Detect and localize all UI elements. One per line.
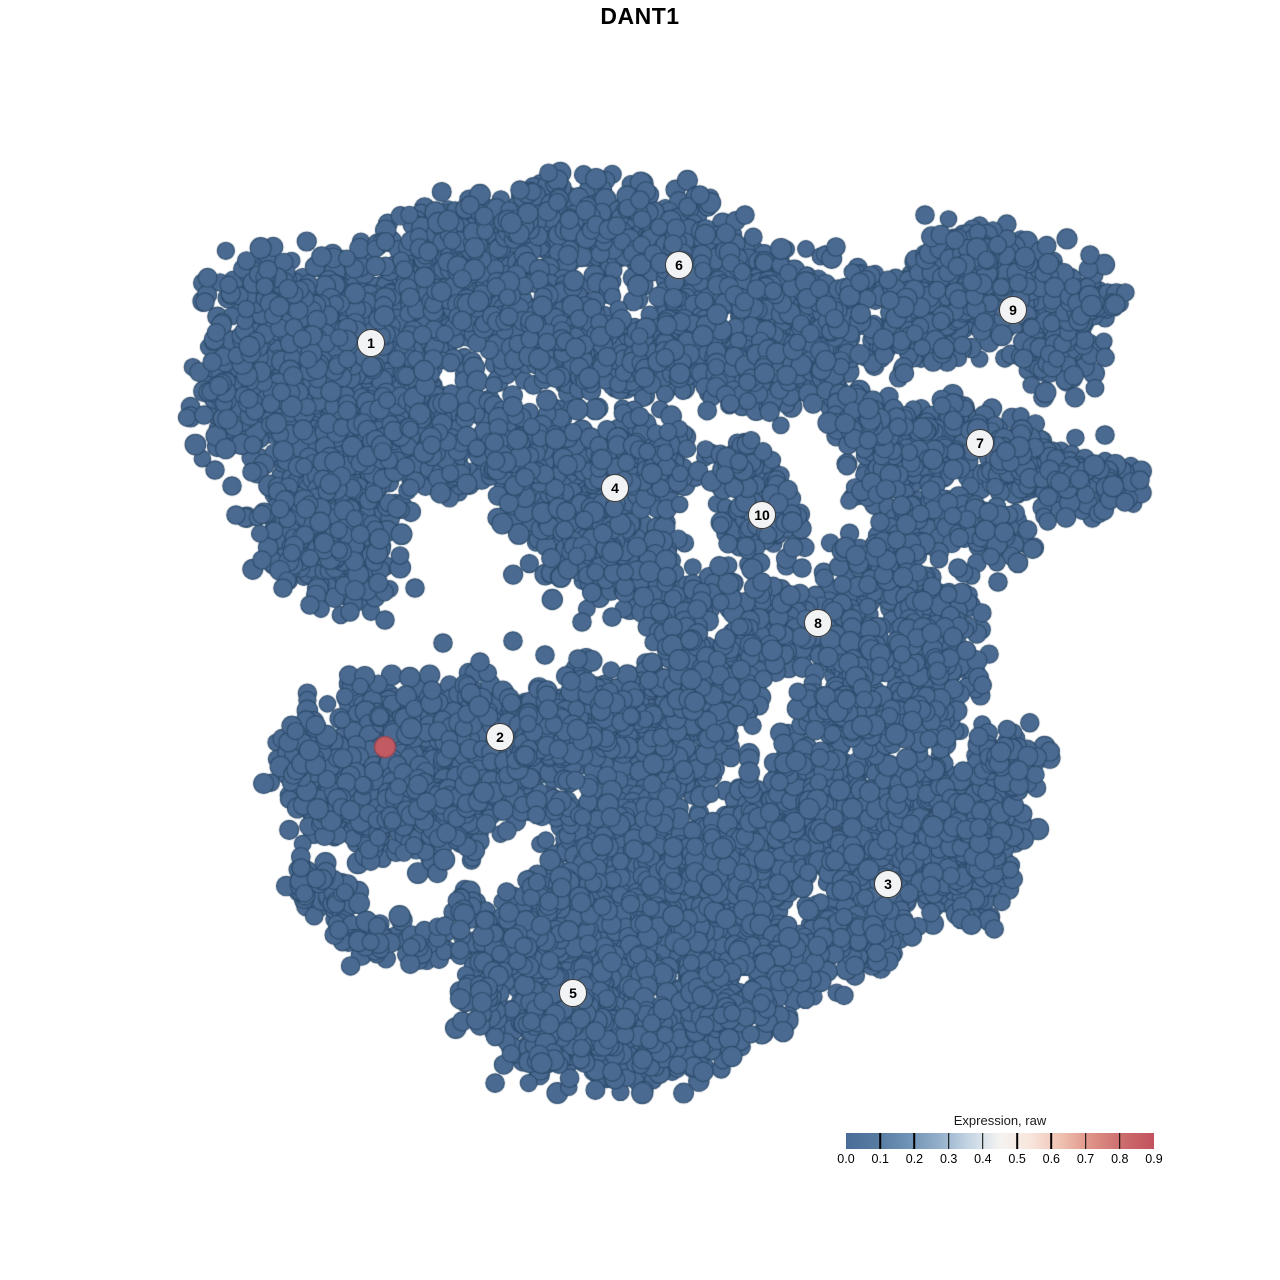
colorbar-tick bbox=[1050, 1133, 1053, 1149]
legend-tick-0.8: 0.8 bbox=[1111, 1152, 1129, 1166]
colorbar-tick bbox=[879, 1133, 882, 1149]
colorbar-tick bbox=[1084, 1133, 1087, 1149]
legend-title: Expression, raw bbox=[953, 1113, 1047, 1128]
cluster-badge-5[interactable]: 5 bbox=[559, 979, 587, 1007]
colorbar-tick bbox=[947, 1133, 950, 1149]
legend-colorbar bbox=[846, 1133, 1154, 1149]
legend-tick-0.7: 0.7 bbox=[1076, 1152, 1095, 1166]
cluster-badge-2[interactable]: 2 bbox=[486, 723, 514, 751]
legend-tick-0.2: 0.2 bbox=[905, 1152, 924, 1166]
legend-tick-0.9: 0.9 bbox=[1145, 1152, 1163, 1166]
legend-tick-0.4: 0.4 bbox=[974, 1152, 992, 1166]
colorbar-tick bbox=[1118, 1133, 1121, 1149]
legend-tick-0.0: 0.0 bbox=[837, 1152, 855, 1166]
cluster-badge-10[interactable]: 10 bbox=[748, 501, 776, 529]
colorbar-tick bbox=[913, 1133, 916, 1149]
legend-tick-labels: 0.0 0.1 0.2 0.3 0.4 0.5 0.6 0.7 0.8 0.9 bbox=[837, 1152, 1162, 1167]
colorbar-tick bbox=[982, 1133, 984, 1149]
expression-legend: Expression, raw 0.0 0.1 0.2 0.3 0.4 0.5 … bbox=[837, 1113, 1162, 1167]
cluster-badge-1[interactable]: 1 bbox=[357, 329, 385, 357]
cluster-badge-7[interactable]: 7 bbox=[966, 429, 994, 457]
legend-tick-0.6: 0.6 bbox=[1042, 1152, 1061, 1166]
cluster-badge-6[interactable]: 6 bbox=[665, 251, 693, 279]
colorbar-tick bbox=[1016, 1133, 1018, 1149]
legend-tick-0.3: 0.3 bbox=[939, 1152, 958, 1166]
cluster-badge-8[interactable]: 8 bbox=[804, 609, 832, 637]
legend-tick-0.5: 0.5 bbox=[1008, 1152, 1026, 1166]
cluster-badge-4[interactable]: 4 bbox=[601, 474, 629, 502]
cluster-badge-9[interactable]: 9 bbox=[999, 296, 1027, 324]
legend-tick-0.1: 0.1 bbox=[871, 1152, 889, 1166]
cluster-badge-3[interactable]: 3 bbox=[874, 870, 902, 898]
